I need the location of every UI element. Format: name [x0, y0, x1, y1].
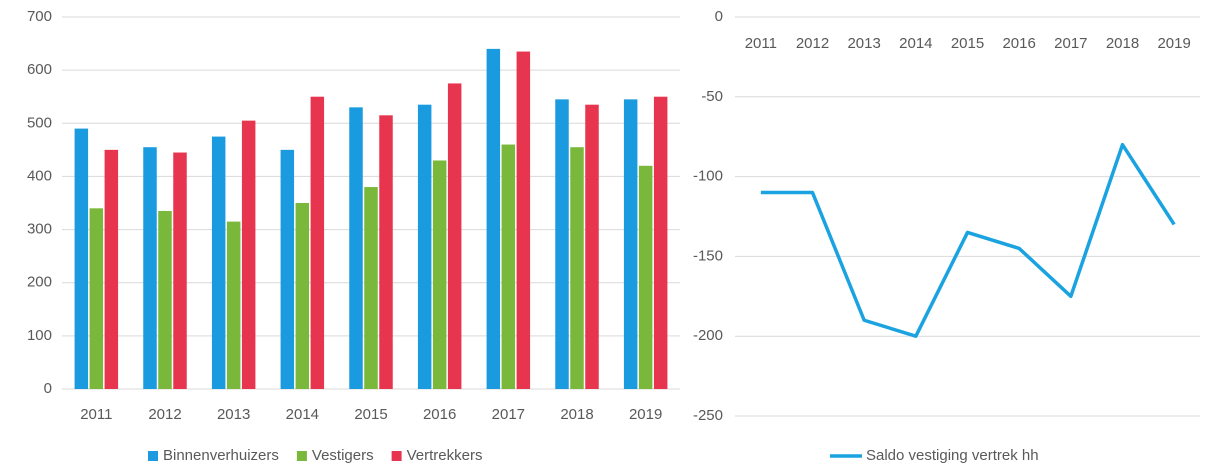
y-tick-label: -100 [693, 168, 723, 185]
bar [280, 149, 295, 389]
bar [585, 104, 599, 389]
bar [349, 107, 363, 389]
bar [379, 115, 393, 390]
bar [104, 149, 119, 389]
x-tick-label: 2018 [560, 406, 593, 423]
bar [143, 147, 157, 389]
x-tick-label: 2019 [1157, 35, 1190, 52]
legend-label: Vertrekkers [407, 447, 483, 464]
y-tick-label: 200 [27, 274, 52, 291]
x-tick-label: 2017 [492, 406, 525, 423]
y-tick-label: 300 [27, 221, 52, 238]
x-tick-label: 2014 [286, 406, 319, 423]
bar [417, 104, 432, 389]
x-tick-label: 2015 [951, 35, 984, 52]
bar [211, 136, 226, 389]
x-tick-label: 2019 [629, 406, 662, 423]
x-tick-label: 2012 [796, 35, 829, 52]
y-tick-label: 700 [27, 8, 52, 25]
legend-swatch [148, 451, 158, 461]
bar [74, 128, 89, 389]
x-tick-label: 2018 [1106, 35, 1139, 52]
bar [241, 120, 256, 389]
x-tick-label: 2011 [745, 35, 777, 52]
line [760, 142, 1176, 338]
bar [486, 48, 501, 390]
bar [555, 99, 569, 389]
x-tick-label: 2013 [847, 35, 880, 52]
y-tick-label: 500 [27, 114, 52, 131]
bar [226, 221, 241, 389]
x-tick-label: 2011 [80, 406, 112, 423]
y-tick-label: -250 [693, 407, 723, 424]
legend-label: Binnenverhuizers [163, 447, 279, 464]
x-tick-label: 2014 [899, 35, 932, 52]
bar [432, 160, 447, 389]
y-tick-label: -50 [701, 88, 723, 105]
x-tick-label: 2016 [423, 406, 456, 423]
y-tick-label: 100 [27, 327, 52, 344]
bar [570, 147, 584, 389]
bar [310, 96, 325, 389]
legend-swatch [296, 451, 307, 461]
x-tick-label: 2016 [1002, 35, 1035, 52]
bar [158, 210, 172, 389]
y-tick-label: 600 [27, 61, 52, 78]
y-tick-label: 400 [27, 167, 52, 184]
bar [501, 144, 516, 389]
bar [447, 83, 462, 389]
y-tick-label: -200 [693, 327, 723, 344]
y-tick-label: -150 [693, 247, 723, 264]
bar [623, 99, 638, 389]
bar [653, 96, 668, 389]
y-tick-label: 0 [44, 380, 52, 397]
x-tick-label: 2015 [354, 406, 387, 423]
x-tick-label: 2013 [217, 406, 250, 423]
x-tick-label: 2017 [1054, 35, 1087, 52]
bar [516, 51, 531, 390]
x-tick-label: 2012 [148, 406, 181, 423]
bar [638, 165, 653, 389]
y-tick-label: 0 [715, 8, 723, 25]
legend-label: Vestigers [312, 447, 374, 464]
bar [364, 187, 378, 389]
bar [173, 152, 187, 389]
legend-label: Saldo vestiging vertrek hh [866, 447, 1039, 464]
bar [89, 208, 104, 389]
legend-swatch [391, 451, 402, 461]
bar [295, 203, 310, 389]
